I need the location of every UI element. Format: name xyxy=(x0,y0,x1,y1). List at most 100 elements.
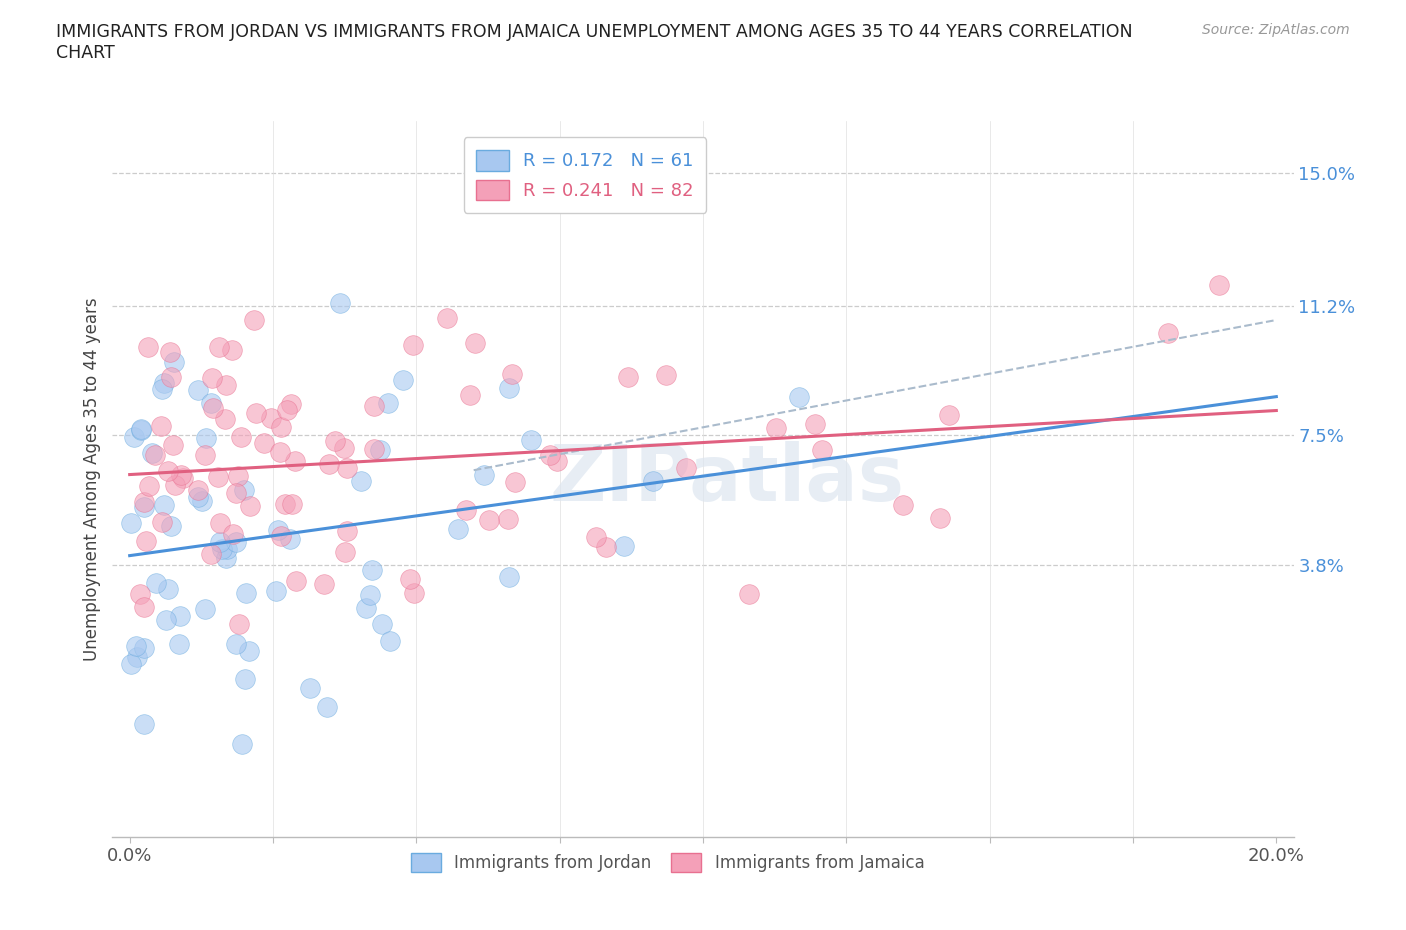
Point xyxy=(259,411,281,426)
Point xyxy=(131,421,153,436)
Point xyxy=(368,443,391,458)
Point xyxy=(546,453,568,468)
Y-axis label: Unemployment Among Ages 35 to 44 years: Unemployment Among Ages 35 to 44 years xyxy=(83,298,101,660)
Point xyxy=(145,576,167,591)
Point xyxy=(200,547,222,562)
Point xyxy=(267,523,290,538)
Point xyxy=(187,382,209,397)
Point xyxy=(194,602,217,617)
Point xyxy=(125,639,148,654)
Point xyxy=(138,478,160,493)
Point xyxy=(226,469,249,484)
Point xyxy=(585,529,607,544)
Point xyxy=(478,512,501,527)
Point xyxy=(187,489,209,504)
Point xyxy=(225,485,247,500)
Point xyxy=(217,541,239,556)
Point xyxy=(125,650,148,665)
Point xyxy=(155,612,177,627)
Point xyxy=(162,355,184,370)
Point xyxy=(787,390,810,405)
Point xyxy=(655,368,678,383)
Point xyxy=(641,473,664,488)
Point xyxy=(891,498,914,512)
Point xyxy=(503,474,526,489)
Point xyxy=(1157,326,1180,340)
Point xyxy=(143,447,166,462)
Point xyxy=(160,519,183,534)
Point xyxy=(215,378,238,392)
Point xyxy=(333,440,356,455)
Point xyxy=(169,609,191,624)
Point xyxy=(377,396,399,411)
Point xyxy=(280,396,302,411)
Point xyxy=(159,344,181,359)
Point xyxy=(225,637,247,652)
Point xyxy=(232,482,254,497)
Point xyxy=(765,420,787,435)
Point xyxy=(221,343,243,358)
Point xyxy=(464,336,486,351)
Point xyxy=(209,515,232,530)
Point xyxy=(675,461,697,476)
Point xyxy=(281,497,304,512)
Point xyxy=(472,468,495,483)
Legend: Immigrants from Jordan, Immigrants from Jamaica: Immigrants from Jordan, Immigrants from … xyxy=(404,846,931,879)
Point xyxy=(501,366,523,381)
Point xyxy=(201,371,224,386)
Point xyxy=(128,587,150,602)
Point xyxy=(276,403,298,418)
Point xyxy=(235,586,257,601)
Point xyxy=(312,577,335,591)
Point xyxy=(363,399,385,414)
Point xyxy=(520,432,543,447)
Point xyxy=(333,545,356,560)
Point xyxy=(540,447,562,462)
Point xyxy=(392,372,415,387)
Point xyxy=(120,515,142,530)
Point xyxy=(207,470,229,485)
Point xyxy=(269,445,291,459)
Point xyxy=(214,551,236,565)
Point xyxy=(496,512,519,527)
Point xyxy=(350,474,373,489)
Point xyxy=(378,633,401,648)
Point xyxy=(284,454,307,469)
Point xyxy=(938,407,960,422)
Point xyxy=(810,443,832,458)
Point xyxy=(208,339,231,354)
Point xyxy=(194,447,217,462)
Point xyxy=(274,497,297,512)
Point xyxy=(458,388,481,403)
Point xyxy=(150,418,173,433)
Point xyxy=(371,617,394,631)
Point xyxy=(233,671,256,686)
Point xyxy=(1208,278,1230,293)
Point xyxy=(152,376,174,391)
Point xyxy=(253,435,276,450)
Point xyxy=(363,442,385,457)
Point xyxy=(134,641,156,656)
Point xyxy=(225,535,247,550)
Point xyxy=(172,471,194,485)
Point xyxy=(229,430,252,445)
Point xyxy=(120,657,142,671)
Point xyxy=(738,587,761,602)
Point xyxy=(231,737,253,751)
Point xyxy=(191,494,214,509)
Point xyxy=(404,586,426,601)
Point xyxy=(361,563,384,578)
Point xyxy=(132,717,155,732)
Point xyxy=(160,369,183,384)
Point xyxy=(214,411,236,426)
Point xyxy=(284,574,307,589)
Point xyxy=(498,381,520,396)
Point xyxy=(270,529,292,544)
Point xyxy=(401,338,423,352)
Point xyxy=(315,699,337,714)
Point xyxy=(245,405,267,420)
Point xyxy=(167,636,190,651)
Point xyxy=(243,312,266,327)
Point xyxy=(221,526,243,541)
Point xyxy=(595,539,617,554)
